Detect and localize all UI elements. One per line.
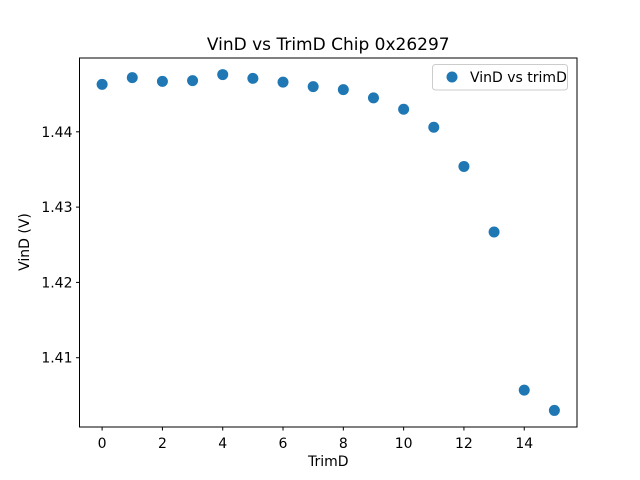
data-point — [458, 160, 470, 172]
x-axis-ticks: 0 2 4 6 8 10 12 14 — [98, 427, 533, 452]
y-tick-label: 1.44 — [41, 125, 72, 141]
y-axis-ticks: 1.41 1.42 1.43 1.44 — [41, 125, 80, 367]
x-tick-label: 14 — [515, 436, 533, 452]
legend-marker-icon — [446, 71, 458, 83]
plot-frame — [79, 57, 578, 428]
data-point — [277, 76, 289, 88]
legend-box — [432, 64, 568, 91]
x-tick-label: 4 — [218, 436, 227, 452]
data-point — [156, 75, 168, 87]
data-point-series — [96, 69, 560, 416]
data-point — [398, 103, 410, 115]
data-point — [126, 72, 138, 84]
data-point — [337, 84, 349, 96]
chart-title: VinD vs TrimD Chip 0x26297 — [207, 35, 450, 55]
x-axis-label: TrimD — [307, 454, 349, 470]
data-point — [518, 384, 530, 396]
data-point — [217, 69, 229, 81]
legend: VinD vs trimD — [432, 64, 568, 91]
x-tick-label: 0 — [98, 436, 107, 452]
y-tick-label: 1.43 — [41, 200, 72, 216]
x-tick-label: 2 — [158, 436, 167, 452]
data-point — [96, 78, 108, 90]
y-axis-label: VinD (V) — [17, 213, 33, 271]
y-tick-label: 1.41 — [41, 351, 72, 367]
data-point — [428, 121, 440, 133]
legend-label: VinD vs trimD — [470, 70, 567, 86]
data-point — [187, 75, 199, 87]
x-tick-label: 10 — [395, 436, 413, 452]
data-point — [488, 226, 500, 238]
data-point — [548, 404, 560, 416]
data-point — [247, 72, 259, 84]
data-point — [307, 81, 319, 93]
x-tick-label: 6 — [279, 436, 288, 452]
data-point — [367, 92, 379, 104]
x-tick-label: 12 — [455, 436, 473, 452]
x-tick-label: 8 — [339, 436, 348, 452]
y-tick-label: 1.42 — [41, 275, 72, 291]
